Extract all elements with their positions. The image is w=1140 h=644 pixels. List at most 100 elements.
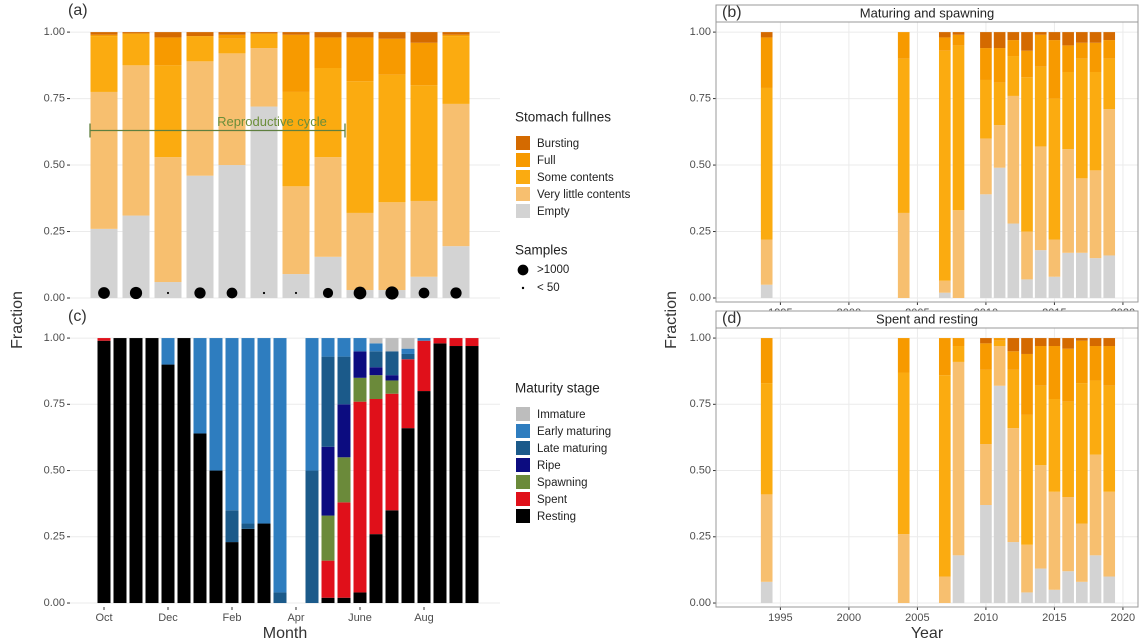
bar-segment [760, 37, 773, 88]
y-tick-label: 0.75 [690, 398, 711, 410]
bar-segment [1048, 32, 1061, 41]
bar-segment [1048, 589, 1061, 604]
bar-segment [1062, 71, 1074, 150]
bar-segment [161, 338, 175, 365]
bar-segment [225, 542, 239, 604]
bar-segment [378, 202, 406, 291]
bar-segment [410, 32, 438, 43]
legend-title: Stomach fullnes [515, 110, 611, 125]
x-tick-label: Oct [95, 612, 112, 624]
legend-label: Very little contents [537, 189, 631, 201]
bar-segment [353, 401, 367, 593]
bar-segment [1103, 255, 1116, 299]
bar-segment [378, 38, 406, 75]
bar-segment [993, 82, 1006, 126]
bar-segment [378, 74, 406, 203]
bar-segment [980, 444, 992, 505]
x-tick-label: 2010 [974, 612, 998, 624]
bar-segment [952, 361, 965, 556]
bar-segment [321, 515, 335, 561]
sample-dot [226, 287, 238, 299]
bar-segment [321, 446, 335, 516]
bar-segment [1021, 338, 1033, 354]
bar-segment [154, 37, 182, 66]
bar-segment [980, 194, 992, 299]
bar-segment [1103, 338, 1116, 347]
bar-segment [1089, 42, 1102, 72]
bar-segment [897, 32, 910, 59]
bar-segment [1076, 58, 1088, 179]
bar-segment [1007, 338, 1020, 352]
bar-segment [952, 555, 965, 604]
bar-segment [1034, 338, 1047, 347]
bar-segment [1076, 32, 1088, 43]
sample-dot [418, 287, 430, 299]
legend-swatch [516, 492, 530, 506]
bar-segment [401, 359, 415, 429]
bar-segment [938, 576, 951, 604]
bar-segment [938, 292, 951, 299]
bar-segment [1007, 32, 1020, 41]
bar-segment [993, 167, 1006, 299]
legend-swatch [516, 424, 530, 438]
legend-swatch [516, 153, 530, 167]
bar-segment [122, 215, 150, 299]
legend-label: Spawning [537, 477, 588, 489]
bar-segment [760, 284, 773, 299]
bar-segment [993, 125, 1006, 168]
bar-segment [1034, 568, 1047, 604]
bar-segment [401, 338, 415, 349]
bar-segment [273, 592, 287, 604]
bar-segment [186, 175, 214, 299]
strip [715, 4, 1139, 23]
bar-segment [442, 32, 470, 35]
bar-segment [980, 48, 992, 80]
bar-segment [442, 36, 470, 104]
bar-segment [449, 338, 463, 347]
bar-segment [401, 353, 415, 360]
sample-dot [385, 286, 399, 300]
legend-label: Immature [537, 409, 586, 421]
legend-swatch [516, 509, 530, 523]
legend-dot [521, 286, 525, 290]
bar-segment [225, 338, 239, 511]
bar-segment [369, 338, 383, 344]
bar-segment [433, 338, 447, 344]
panel-border [715, 327, 1139, 608]
bar-segment [186, 32, 214, 37]
legend-swatch [516, 441, 530, 455]
bar-segment [1089, 454, 1102, 556]
bar-segment [145, 338, 159, 604]
bar-segment [1021, 592, 1033, 604]
bar-segment [154, 157, 182, 283]
bar-segment [90, 36, 118, 92]
x-tick-label: Aug [414, 612, 434, 624]
bar-segment [209, 470, 223, 604]
bar-segment [1021, 414, 1033, 545]
bar-segment [401, 348, 415, 354]
bar-segment [938, 375, 951, 577]
bar-segment [250, 48, 278, 107]
bar-segment [1034, 32, 1047, 35]
panel-title: Spent and resting [876, 311, 978, 326]
bar-segment [1034, 66, 1047, 147]
bar-segment [952, 45, 965, 211]
y-tick-label: 1.00 [690, 26, 711, 38]
y-tick-label: 0.00 [44, 292, 65, 304]
bar-segment [122, 33, 150, 66]
bar-segment [410, 42, 438, 86]
bar-segment [1007, 40, 1020, 57]
bar-segment [760, 239, 773, 285]
legend-swatch [516, 170, 530, 184]
bar-segment [305, 338, 319, 471]
bar-segment [282, 91, 310, 187]
legend-label: < 50 [537, 282, 560, 294]
bar-segment [993, 338, 1006, 341]
bar-segment [993, 385, 1006, 604]
bar-segment [1034, 465, 1047, 569]
bar-segment [1103, 576, 1116, 604]
bar-segment [1076, 581, 1088, 604]
bar-segment [337, 338, 351, 357]
panel-label: (a) [68, 2, 88, 19]
bar-segment [369, 343, 383, 352]
